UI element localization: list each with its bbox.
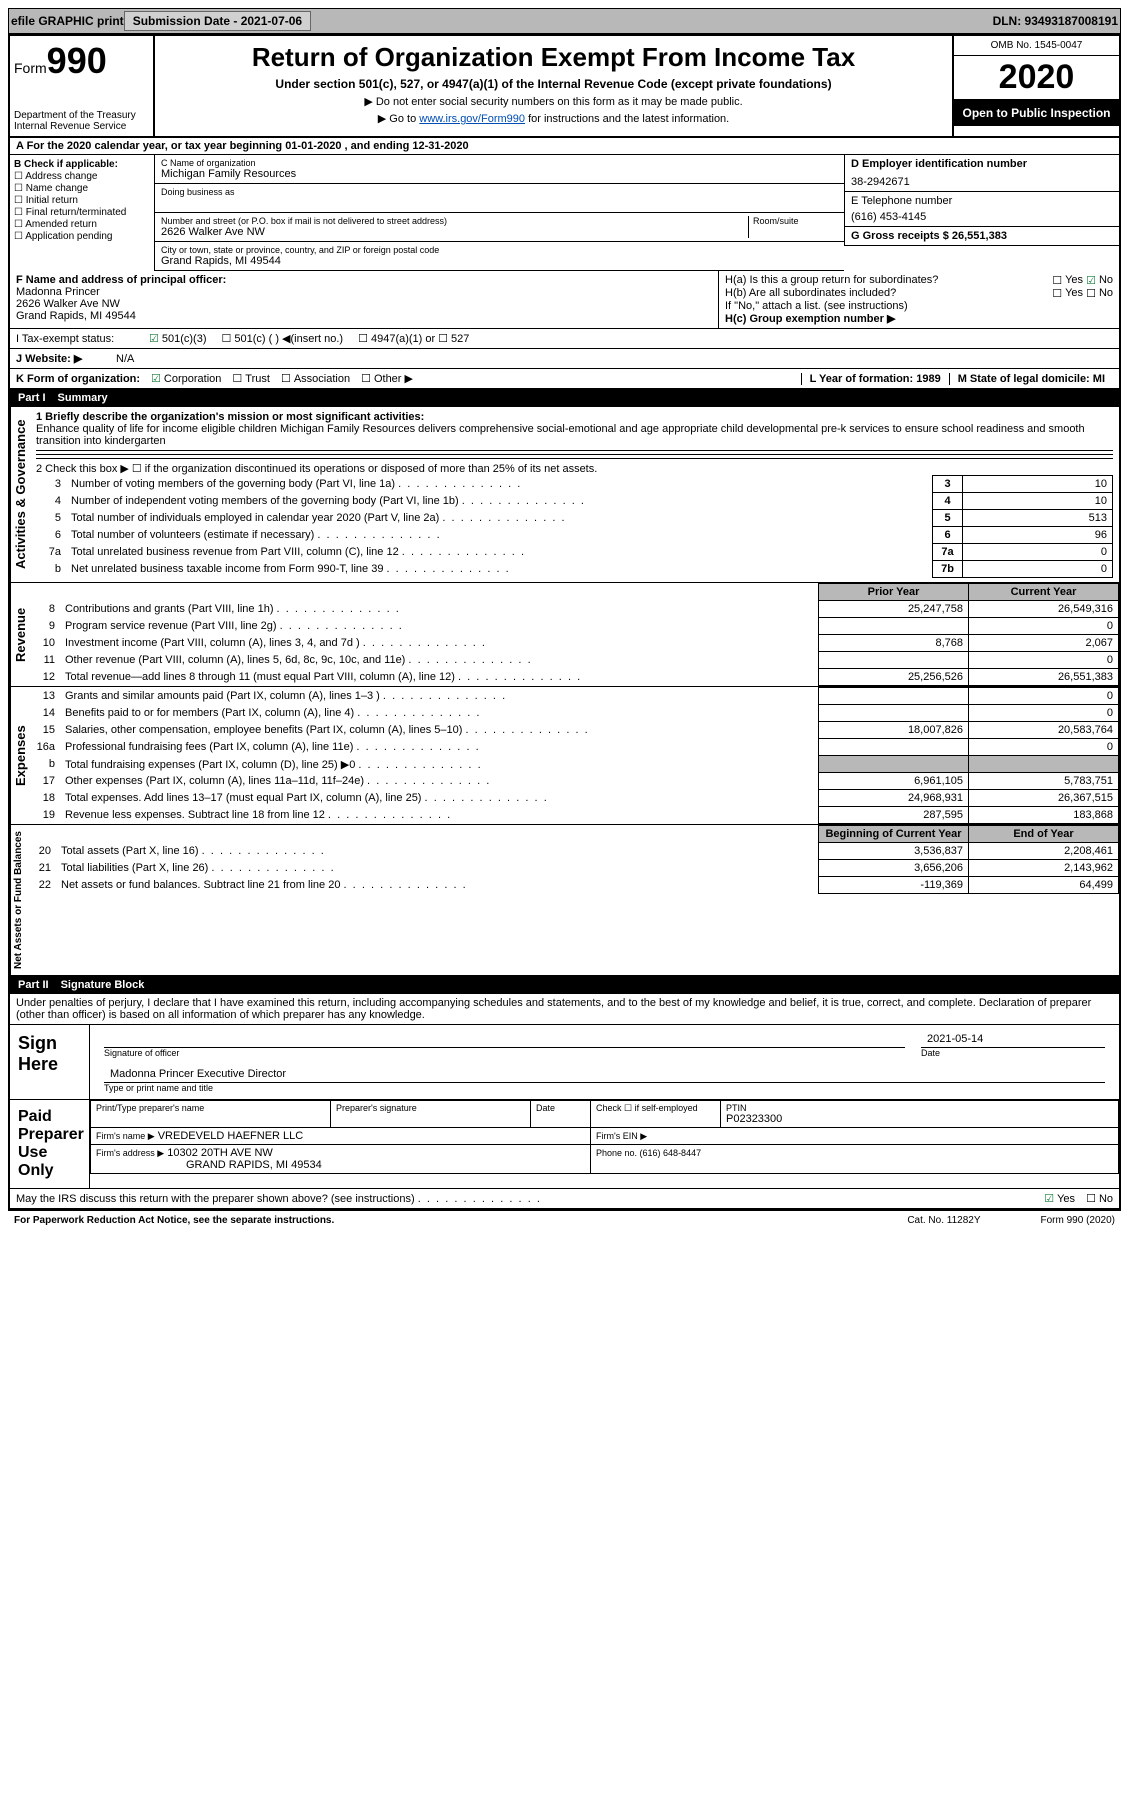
addr-label: Number and street (or P.O. box if mail i…: [161, 216, 748, 226]
org-name: Michigan Family Resources: [161, 168, 838, 180]
phone-value: (616) 453-4145: [851, 211, 1113, 223]
website-label: J Website: ▶: [16, 352, 116, 365]
dba-label: Doing business as: [161, 187, 838, 197]
hb-yes-checkbox[interactable]: [1049, 287, 1065, 300]
penalties-text: Under penalties of perjury, I declare th…: [10, 994, 1119, 1025]
tax-exempt-label: I Tax-exempt status:: [16, 333, 146, 345]
form-label: Form: [14, 60, 47, 76]
vert-net-assets: Net Assets or Fund Balances: [10, 825, 26, 975]
org-name-label: C Name of organization: [161, 158, 838, 168]
cat-no: Cat. No. 11282Y: [907, 1215, 980, 1226]
vert-revenue: Revenue: [10, 583, 30, 686]
sig-date-label: Date: [921, 1048, 1113, 1058]
year-formation: L Year of formation: 1989: [801, 373, 949, 385]
sig-date: 2021-05-14: [921, 1031, 1105, 1048]
hb-note: If "No," attach a list. (see instruction…: [725, 300, 1113, 312]
check-b-column: B Check if applicable: Address change Na…: [10, 155, 155, 271]
line2-text: 2 Check this box ▶ ☐ if the organization…: [36, 462, 1113, 475]
chk-amended-return[interactable]: Amended return: [14, 219, 150, 230]
discuss-yes-checkbox[interactable]: [1041, 1192, 1057, 1205]
page-title: Return of Organization Exempt From Incom…: [161, 42, 946, 73]
phone-label: E Telephone number: [851, 195, 1113, 207]
omb-number: OMB No. 1545-0047: [954, 36, 1119, 56]
net-assets-table: Beginning of Current YearEnd of Year 20T…: [26, 825, 1119, 894]
hb-no-checkbox[interactable]: [1083, 287, 1099, 300]
discuss-label: May the IRS discuss this return with the…: [16, 1193, 540, 1205]
website-value: N/A: [116, 353, 134, 365]
officer-label: F Name and address of principal officer:: [16, 274, 712, 286]
dln-label: DLN: 93493187008191: [993, 14, 1118, 28]
room-label: Room/suite: [753, 216, 838, 226]
dept-label: Department of the Treasury Internal Reve…: [14, 110, 149, 132]
discuss-no-checkbox[interactable]: [1083, 1192, 1099, 1205]
subtitle: Under section 501(c), 527, or 4947(a)(1)…: [161, 77, 946, 91]
section-a-period: A For the 2020 calendar year, or tax yea…: [10, 138, 1119, 155]
open-public: Open to Public Inspection: [954, 100, 1119, 126]
chk-501c[interactable]: [219, 332, 235, 345]
officer-name: Madonna Princer: [16, 286, 712, 298]
chk-final-return[interactable]: Final return/terminated: [14, 207, 150, 218]
sig-officer-label: Signature of officer: [104, 1048, 913, 1058]
gross-receipts: G Gross receipts $ 26,551,383: [851, 230, 1113, 242]
revenue-table: Prior YearCurrent Year 8Contributions an…: [30, 583, 1119, 686]
line1-label: 1 Briefly describe the organization's mi…: [36, 411, 1113, 423]
chk-trust[interactable]: [229, 372, 245, 385]
tax-year: 2020: [954, 56, 1119, 100]
chk-initial-return[interactable]: Initial return: [14, 195, 150, 206]
chk-other[interactable]: [358, 372, 374, 385]
state-domicile: M State of legal domicile: MI: [949, 373, 1113, 385]
vert-governance: Activities & Governance: [10, 407, 30, 582]
note-goto-pre: ▶ Go to: [378, 113, 419, 125]
vert-expenses: Expenses: [10, 687, 30, 824]
mission-text: Enhance quality of life for income eligi…: [36, 423, 1113, 447]
form-org-label: K Form of organization:: [16, 373, 140, 385]
hb-label: H(b) Are all subordinates included?: [725, 287, 1049, 300]
sign-here-label: Sign Here: [10, 1025, 90, 1099]
submission-date-button[interactable]: Submission Date - 2021-07-06: [124, 11, 311, 31]
ein-label: D Employer identification number: [851, 158, 1113, 170]
part1-header: Part I Summary: [10, 389, 1119, 407]
officer-name-title: Madonna Princer Executive Director: [104, 1066, 1105, 1083]
org-address: 2626 Walker Ave NW: [161, 226, 748, 238]
expenses-table: 13Grants and similar amounts paid (Part …: [30, 687, 1119, 824]
note-goto-post: for instructions and the latest informat…: [525, 113, 729, 125]
chk-4947[interactable]: [355, 332, 371, 345]
efile-label: efile GRAPHIC print: [11, 14, 124, 28]
chk-527[interactable]: [435, 332, 451, 345]
hc-label: H(c) Group exemption number ▶: [725, 312, 1113, 325]
org-city: Grand Rapids, MI 49544: [161, 255, 838, 267]
chk-name-change[interactable]: Name change: [14, 183, 150, 194]
chk-association[interactable]: [278, 372, 294, 385]
chk-application-pending[interactable]: Application pending: [14, 231, 150, 242]
irs-link[interactable]: www.irs.gov/Form990: [419, 113, 525, 125]
note-ssn: ▶ Do not enter social security numbers o…: [161, 95, 946, 108]
check-b-label: B Check if applicable:: [14, 159, 150, 170]
governance-table: 3Number of voting members of the governi…: [36, 475, 1113, 578]
form-footer: Form 990 (2020): [1041, 1215, 1115, 1226]
name-title-label: Type or print name and title: [104, 1083, 1113, 1093]
form-number: 990: [47, 40, 107, 81]
ha-no-checkbox[interactable]: [1083, 274, 1099, 287]
ein-value: 38-2942671: [851, 176, 1113, 188]
chk-corporation[interactable]: [148, 372, 164, 385]
chk-address-change[interactable]: Address change: [14, 171, 150, 182]
officer-addr2: Grand Rapids, MI 49544: [16, 310, 712, 322]
ha-label: H(a) Is this a group return for subordin…: [725, 274, 1049, 287]
chk-501c3[interactable]: [146, 332, 162, 345]
top-bar: efile GRAPHIC print Submission Date - 20…: [8, 8, 1121, 34]
pra-notice: For Paperwork Reduction Act Notice, see …: [14, 1215, 334, 1226]
part2-header: Part II Signature Block: [10, 976, 1119, 994]
city-label: City or town, state or province, country…: [161, 245, 838, 255]
paid-preparer-label: Paid Preparer Use Only: [10, 1100, 90, 1188]
officer-addr1: 2626 Walker Ave NW: [16, 298, 712, 310]
ha-yes-checkbox[interactable]: [1049, 274, 1065, 287]
